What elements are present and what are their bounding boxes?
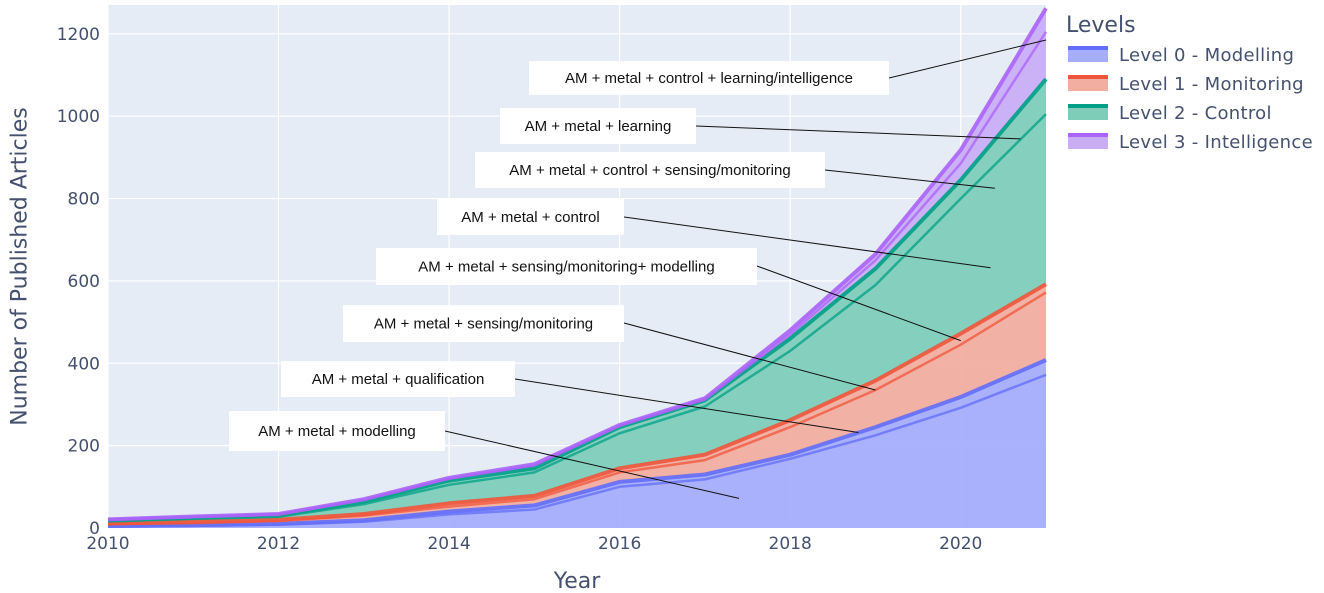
annotation-leader [514, 378, 859, 433]
y-axis-title: Number of Published Articles [8, 107, 33, 426]
annotation-box [376, 248, 757, 285]
annotation-leader [888, 39, 1047, 79]
annotation: AM + metal + sensing/monitoring+ modelli… [376, 248, 961, 342]
legend-item[interactable]: Level 3 - Intelligence [1068, 132, 1313, 153]
annotation-leader [623, 216, 991, 269]
x-tick-label: 2018 [769, 534, 812, 554]
legend-swatch [1068, 77, 1108, 91]
annotation: AM + metal + sensing/monitoring [343, 305, 876, 391]
y-tick-label: 600 [68, 272, 100, 292]
x-tick-label: 2014 [427, 534, 470, 554]
annotation-leader [824, 169, 995, 189]
legend-label: Level 3 - Intelligence [1119, 132, 1313, 153]
legend-title: Levels [1066, 13, 1136, 38]
annotation: AM + metal + modelling [229, 411, 740, 499]
y-tick-label: 200 [68, 437, 100, 457]
annotation-label: AM + metal + sensing/monitoring [374, 316, 593, 333]
legend: Levels Level 0 - Modelling Level 1 - Moni… [1066, 13, 1313, 153]
annotation-box [281, 361, 515, 397]
annotation-label: AM + metal + qualification [312, 371, 485, 388]
legend-label: Level 2 - Control [1119, 103, 1272, 124]
annotations: AM + metal + control + learning/intellig… [229, 39, 1047, 499]
y-tick-label: 1200 [57, 25, 100, 45]
x-tick-label: 2020 [939, 534, 982, 554]
series-area-2 [108, 79, 1046, 524]
x-axis-ticks: 2010 2012 2014 2016 2018 2020 [86, 534, 982, 554]
annotation-leader [756, 265, 961, 342]
legend-swatch [1068, 48, 1108, 62]
annotation: AM + metal + control + sensing/monitorin… [475, 152, 995, 189]
series-line-1 [107, 282, 1048, 526]
annotation-leader [695, 125, 1021, 140]
series-areas [108, 8, 1046, 528]
annotation: AM + metal + qualification [281, 361, 859, 433]
y-axis-ticks: 0 200 400 600 800 1000 1200 [57, 25, 100, 539]
y-tick-label: 0 [89, 519, 100, 539]
legend-item[interactable]: Level 1 - Monitoring [1068, 74, 1304, 95]
annotation-label: AM + metal + control + sensing/monitorin… [509, 162, 790, 179]
annotation-leader [623, 322, 876, 391]
annotation-box [343, 305, 624, 342]
y-tick-label: 400 [68, 354, 100, 374]
x-tick-label: 2016 [598, 534, 641, 554]
annotation-label: AM + metal + control [461, 209, 599, 226]
annotation-box [437, 199, 624, 235]
series-area-1 [108, 284, 1046, 526]
annotation-box [229, 411, 445, 451]
annotation-leader [444, 430, 740, 499]
annotation-label: AM + metal + modelling [258, 423, 416, 440]
annotation: AM + metal + learning [500, 108, 1021, 144]
annotation-label: AM + metal + sensing/monitoring+ modelli… [418, 259, 714, 276]
series-area-0 [108, 360, 1046, 528]
legend-item[interactable]: Level 2 - Control [1068, 103, 1272, 124]
legend-swatch [1068, 135, 1108, 149]
annotation-box [529, 61, 889, 95]
y-tick-label: 1000 [57, 107, 100, 127]
annotation-box [475, 152, 825, 188]
annotation-box [500, 108, 696, 144]
legend-swatch [1068, 106, 1108, 120]
x-axis-title: Year [553, 569, 602, 593]
legend-label: Level 1 - Monitoring [1119, 74, 1304, 95]
y-tick-label: 800 [68, 190, 100, 210]
x-tick-label: 2012 [257, 534, 300, 554]
annotation-label: AM + metal + learning [525, 118, 672, 135]
series-line-3 [107, 7, 1048, 522]
legend-item[interactable]: Level 0 - Modelling [1068, 45, 1294, 66]
annotation: AM + metal + control + learning/intellig… [529, 39, 1047, 95]
annotation: AM + metal + control [437, 199, 991, 269]
series-line-0 [107, 358, 1047, 528]
annotation-label: AM + metal + control + learning/intellig… [565, 70, 853, 87]
x-tick-label: 2010 [86, 534, 129, 554]
legend-label: Level 0 - Modelling [1119, 45, 1294, 66]
